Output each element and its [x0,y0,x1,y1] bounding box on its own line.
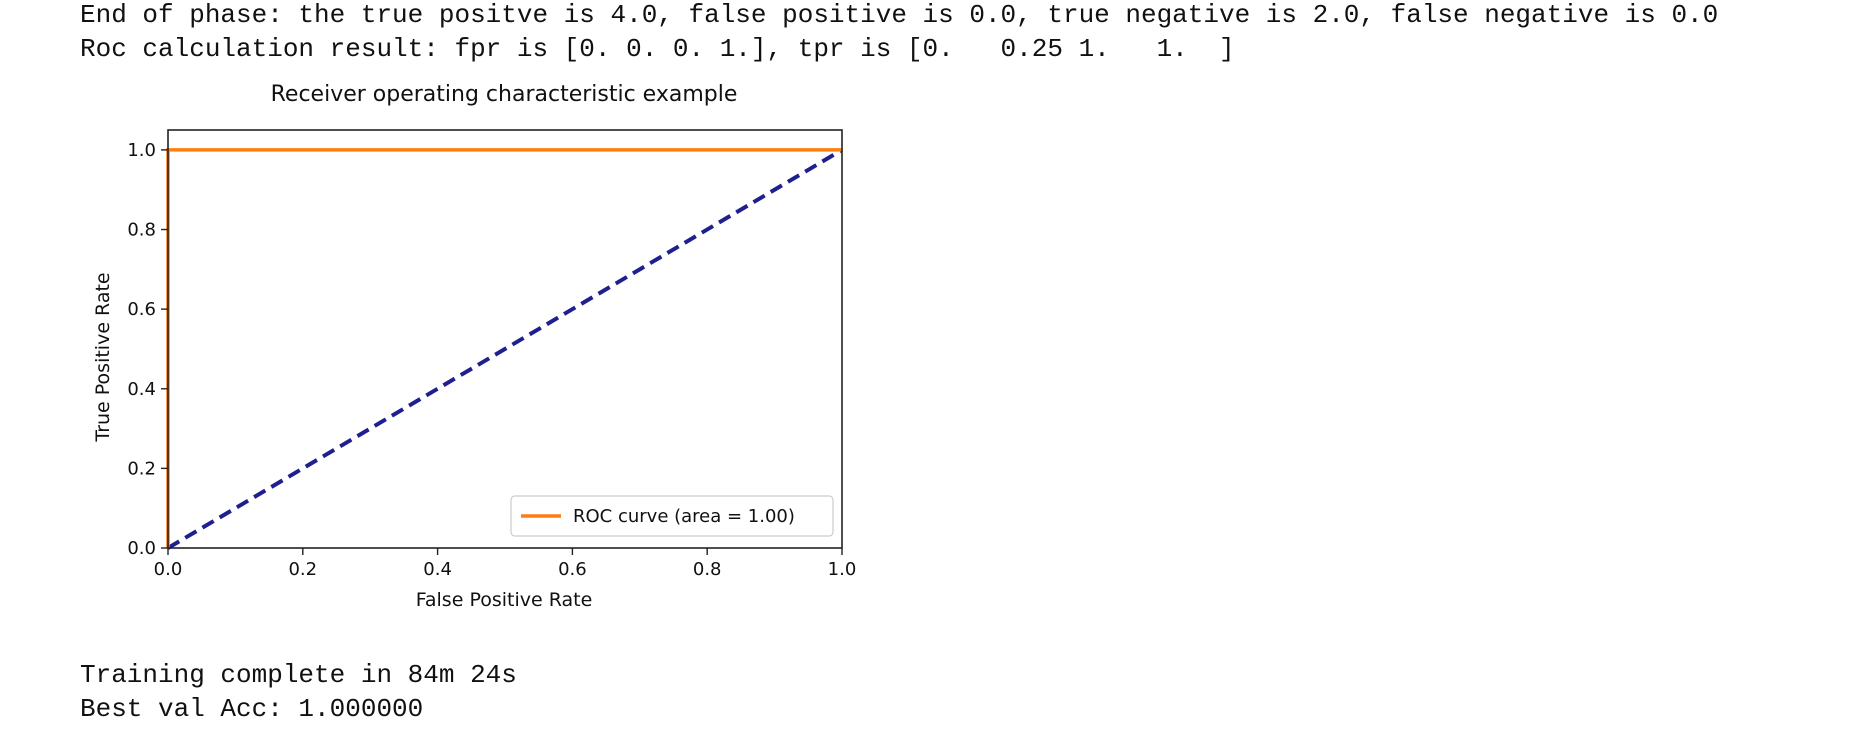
x-tick-label: 0.2 [288,559,317,580]
x-tick-label: 0.0 [154,559,183,580]
output-line-training: Training complete in 84m 24s [80,660,517,690]
y-tick-label: 0.8 [127,220,156,241]
output-line-roc: Roc calculation result: fpr is [0. 0. 0.… [80,34,1235,64]
y-tick-label: 0.4 [127,379,156,400]
x-tick-label: 0.8 [693,559,722,580]
y-tick-label: 0.6 [127,299,156,320]
chart-title: Receiver operating characteristic exampl… [271,82,738,107]
y-axis-label: True Positive Rate [92,272,114,442]
plot-frame [167,129,843,549]
y-tick-label: 0.2 [127,458,156,479]
y-tick-label: 1.0 [127,140,156,161]
legend: ROC curve (area = 1.00) [510,495,834,537]
legend-box [510,495,834,537]
x-tick-label: 0.4 [423,559,452,580]
y-tick-label: 0.0 [127,538,156,559]
roc-chart: Receiver operating characteristic exampl… [92,82,857,611]
output-line-best-acc: Best val Acc: 1.000000 [80,694,424,724]
series-line-1 [166,148,844,550]
x-tick-label: 0.6 [558,559,587,580]
legend-label: ROC curve (area = 1.00) [573,506,795,527]
output-line-phase: End of phase: the true positve is 4.0, f… [80,0,1719,30]
x-axis-label: False Positive Rate [416,589,593,611]
x-tick-label: 1.0 [828,559,857,580]
